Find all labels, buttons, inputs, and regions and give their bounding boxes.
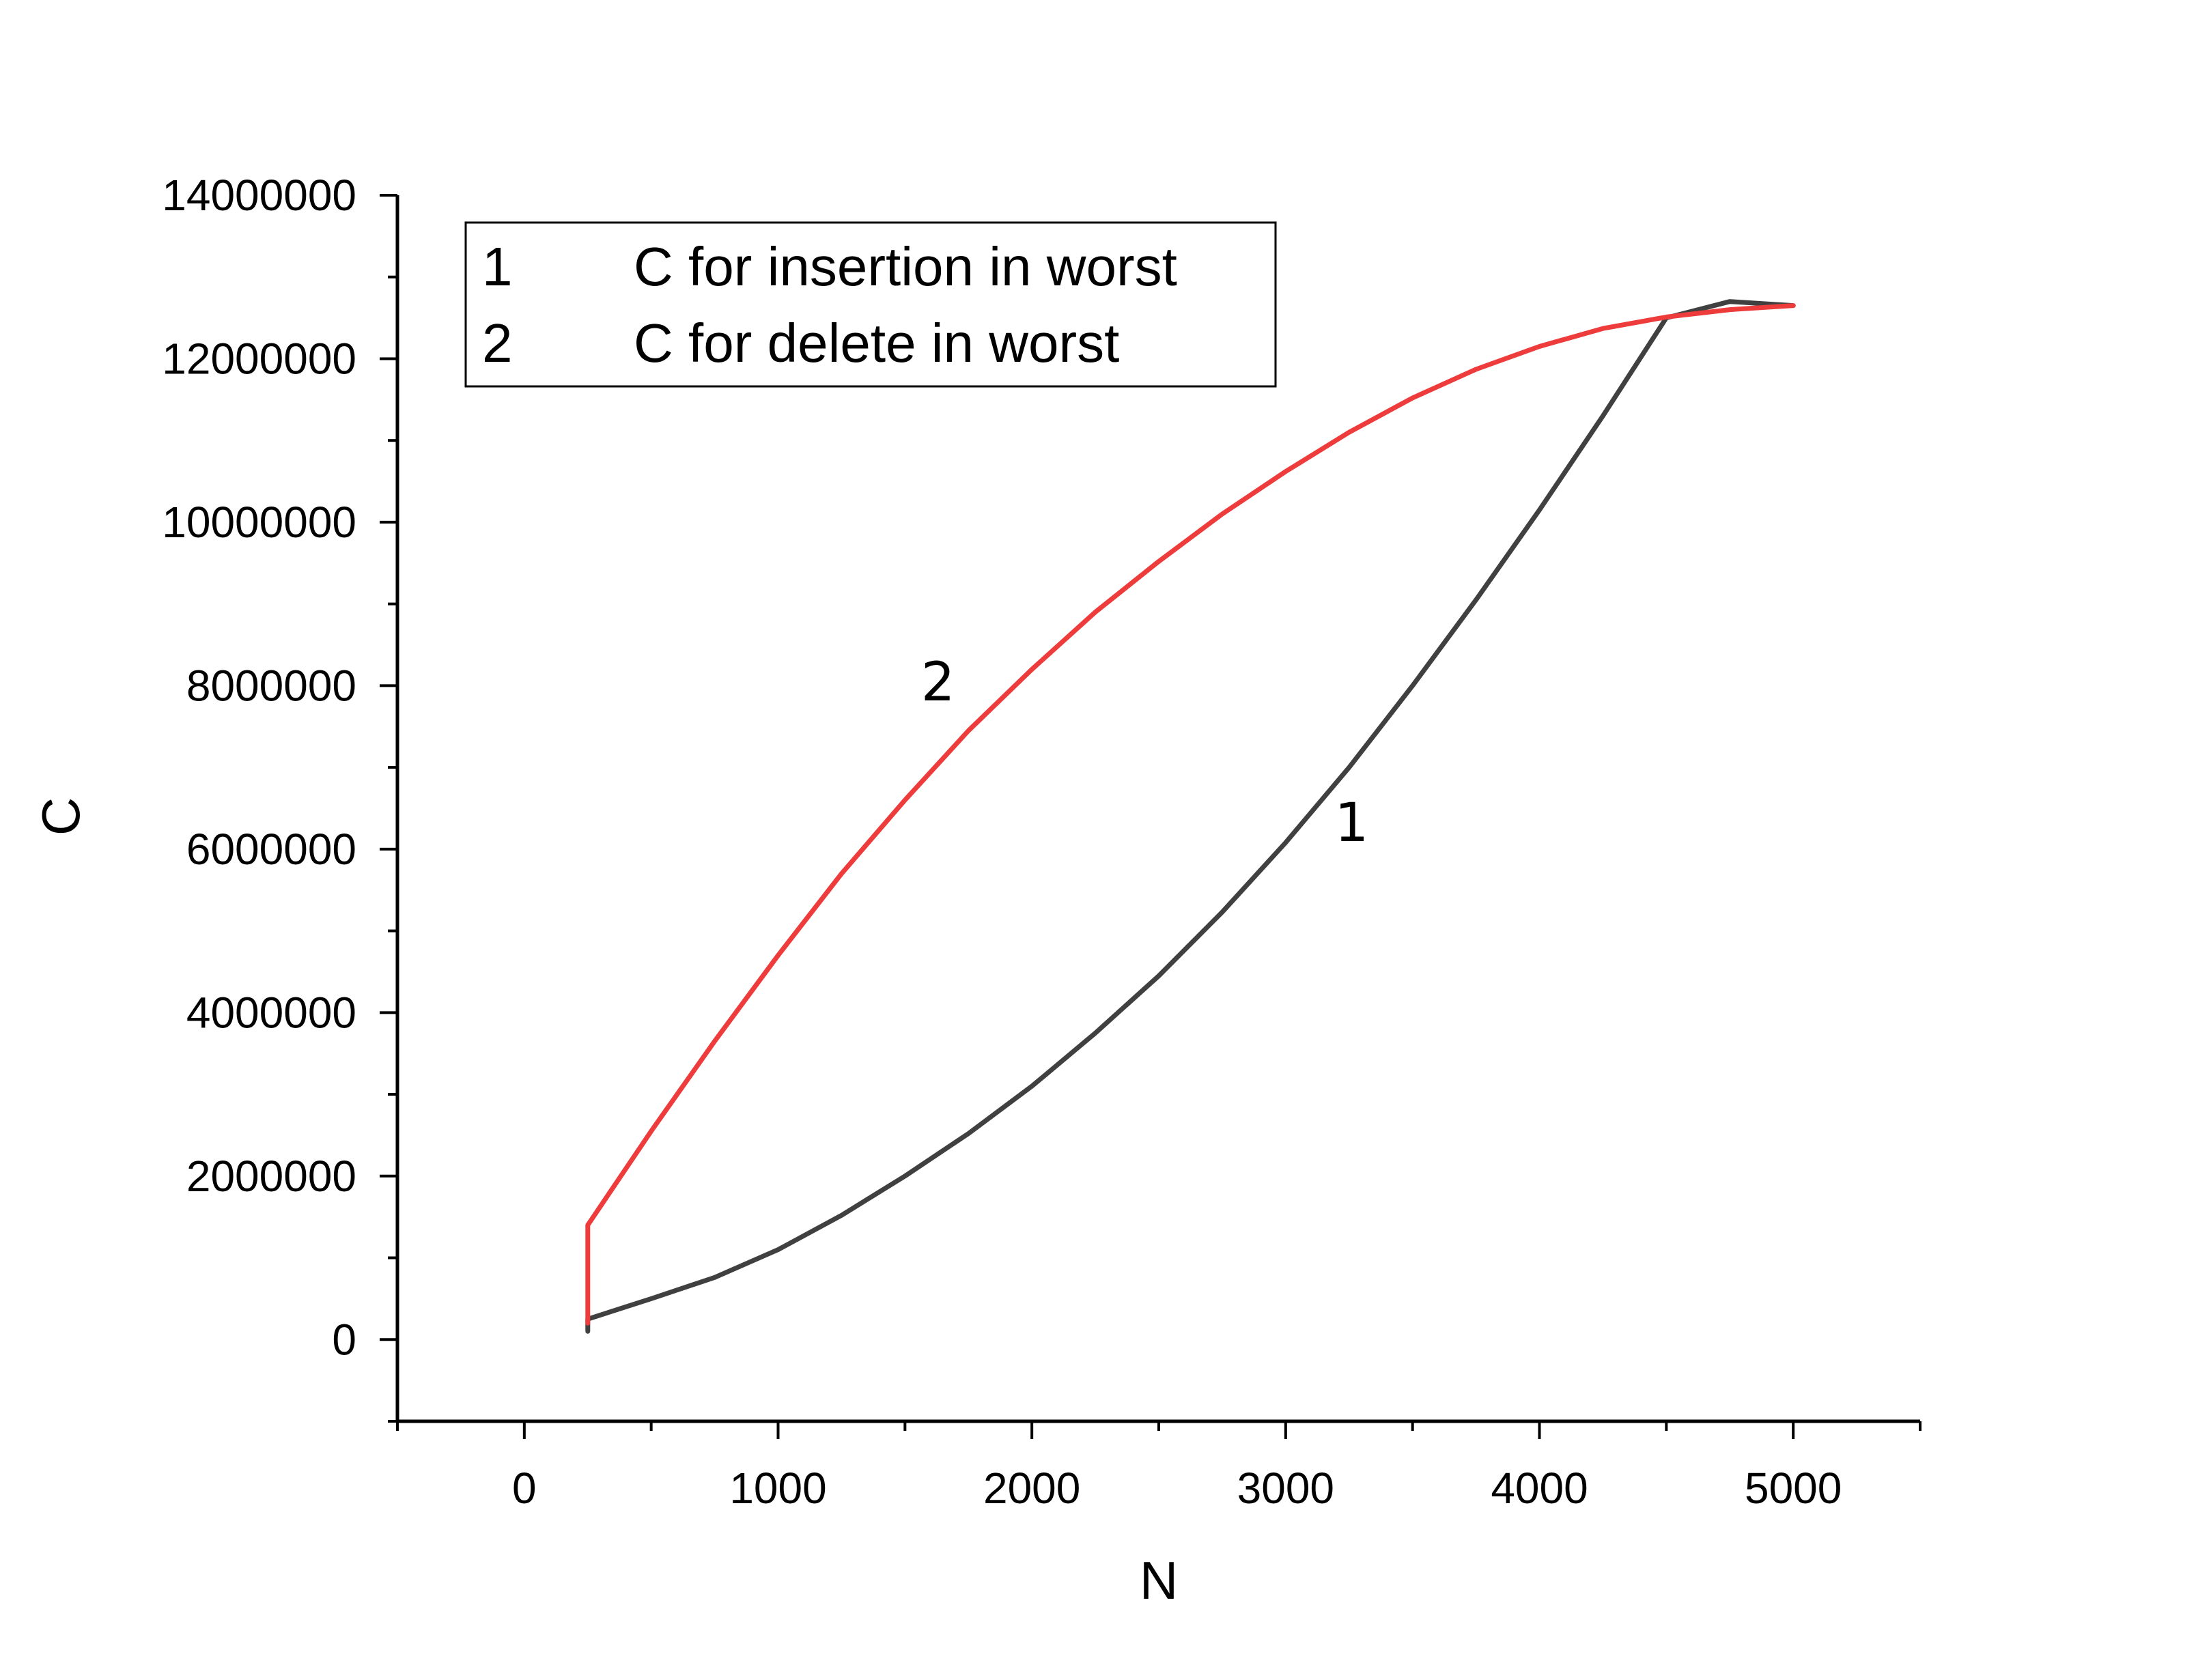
series-line-2 bbox=[585, 303, 1796, 1326]
series-layer bbox=[585, 299, 1796, 1334]
legend-box bbox=[464, 221, 1277, 388]
x-axis-title: N bbox=[1140, 1550, 1178, 1610]
y-tick-label-2000000: 2000000 bbox=[186, 1152, 356, 1201]
x-tick-label-0: 0 bbox=[512, 1464, 537, 1513]
x-tick-label-5000: 5000 bbox=[1745, 1464, 1842, 1513]
y-tick-label-14000000: 14000000 bbox=[162, 171, 356, 220]
curve-label-2: 2 bbox=[921, 652, 955, 713]
y-axis-title: C bbox=[31, 797, 91, 836]
x-tick-label-2000: 2000 bbox=[983, 1464, 1080, 1513]
legend-entry-insertion: C for insertion in worst bbox=[634, 236, 1177, 297]
y-tick-label-8000000: 8000000 bbox=[186, 661, 356, 710]
y-tick-label-12000000: 12000000 bbox=[162, 334, 356, 383]
legend: 1 C for insertion in worst 2 C for delet… bbox=[464, 221, 1277, 388]
x-axis-ticks: 0 1000 2000 3000 4000 5000 bbox=[396, 1421, 1922, 1513]
legend-entry-delete: C for delete in worst bbox=[634, 313, 1119, 373]
x-tick-label-1000: 1000 bbox=[729, 1464, 826, 1513]
y-tick-label-4000000: 4000000 bbox=[186, 988, 356, 1037]
legend-key-2: 2 bbox=[482, 313, 513, 373]
y-axis-ticks: 0 2000000 4000000 6000000 8000000 10000000 120… bbox=[162, 171, 397, 1423]
curve-label-1: 1 bbox=[1335, 793, 1369, 854]
y-tick-label-10000000: 10000000 bbox=[162, 498, 356, 547]
y-tick-label-6000000: 6000000 bbox=[186, 825, 356, 874]
legend-key-1: 1 bbox=[482, 236, 513, 297]
x-tick-label-4000: 4000 bbox=[1491, 1464, 1588, 1513]
y-tick-label-0: 0 bbox=[332, 1315, 356, 1364]
series-line-1 bbox=[585, 299, 1796, 1334]
x-tick-label-3000: 3000 bbox=[1237, 1464, 1334, 1513]
